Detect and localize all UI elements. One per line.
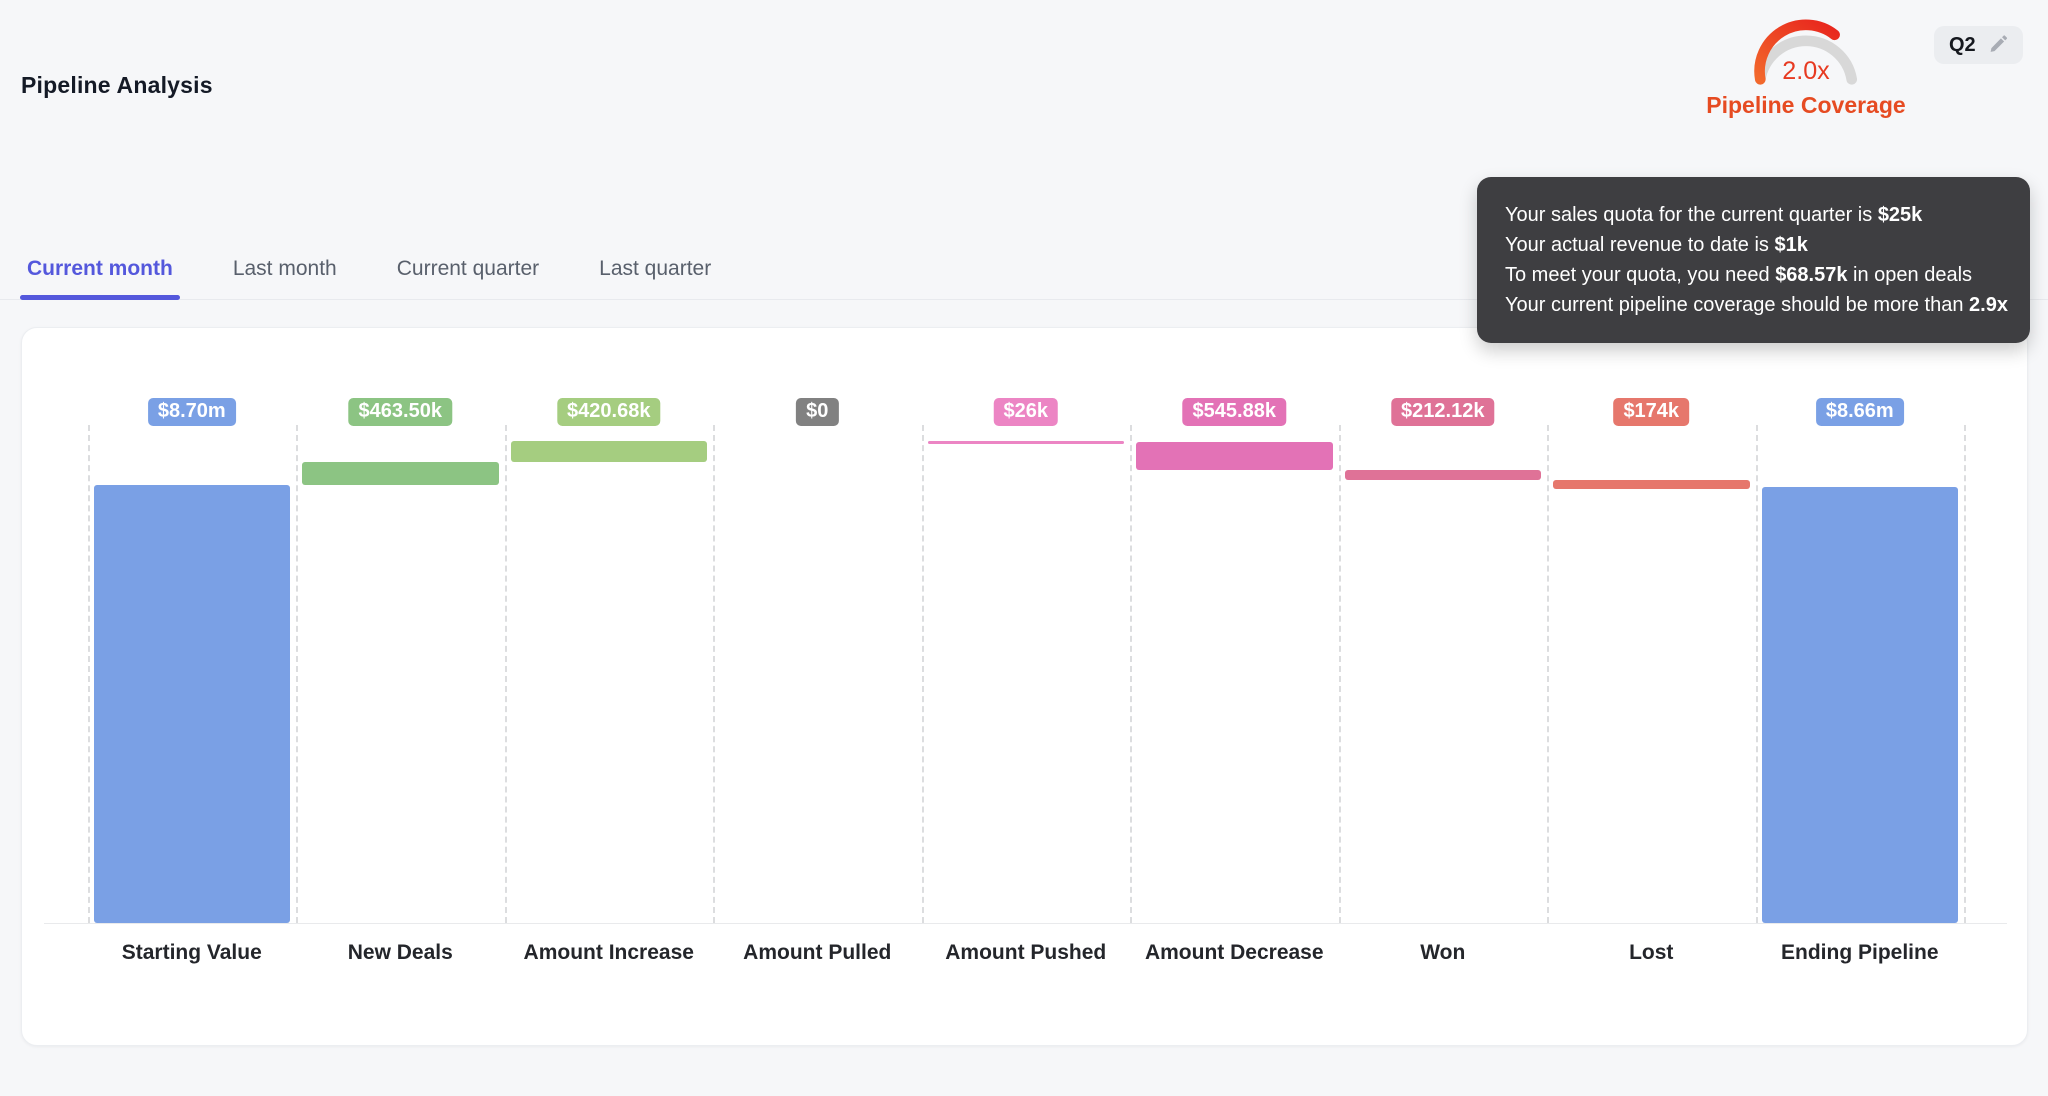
- waterfall-bar[interactable]: [927, 441, 1124, 444]
- column-separator: [1338, 425, 1341, 923]
- tooltip-line-open-deals: To meet your quota, you need $68.57k in …: [1505, 264, 1973, 286]
- column-separator: [504, 425, 507, 923]
- category-label: Amount Increase: [523, 941, 694, 964]
- waterfall-bar[interactable]: [302, 462, 499, 486]
- category-label: Amount Decrease: [1144, 941, 1324, 964]
- gauge-track: [1754, 35, 1858, 85]
- tooltip-line-quota: Your sales quota for the current quarter…: [1505, 204, 1923, 226]
- waterfall-bar[interactable]: [1761, 487, 1958, 923]
- category-label: Amount Pushed: [945, 941, 1107, 964]
- page-title: Pipeline Analysis: [21, 72, 213, 98]
- tab-current-quarter[interactable]: Current quarter: [396, 256, 540, 280]
- period-tabs: Current month Last month Current quarter…: [0, 238, 2048, 300]
- value-badge: $174k: [1613, 398, 1690, 426]
- waterfall-chart-card: $8.70m Starting Value $463.50k New Deals $42…: [21, 327, 2028, 1046]
- category-label: Amount Pulled: [743, 941, 892, 964]
- pipeline-coverage-gauge: 2.0x: [1726, 12, 1886, 95]
- value-badge: $8.70m: [147, 398, 236, 426]
- category-label: Ending Pipeline: [1780, 941, 1939, 964]
- value-badge: $420.68k: [557, 398, 661, 426]
- waterfall-bar[interactable]: [510, 441, 707, 463]
- waterfall-bar[interactable]: [1344, 469, 1541, 481]
- category-label: Won: [1420, 941, 1466, 964]
- column-separator: [296, 425, 298, 923]
- tooltip-line-revenue: Your actual revenue to date is $1k: [1505, 234, 1808, 256]
- column-separator: [87, 425, 90, 923]
- tab-last-quarter[interactable]: Last quarter: [599, 256, 712, 280]
- tooltip-line-coverage: Your current pipeline coverage should be…: [1505, 294, 2008, 316]
- pencil-icon[interactable]: [1987, 34, 2008, 56]
- column-separator: [1964, 425, 1966, 923]
- tab-current-month[interactable]: Current month: [20, 238, 180, 300]
- value-badge: $212.12k: [1391, 398, 1495, 426]
- column-separator: [713, 425, 715, 923]
- x-axis-baseline: [44, 923, 2007, 924]
- value-badge: $463.50k: [348, 398, 452, 426]
- period-value: Q2: [1949, 33, 1976, 56]
- category-label: Lost: [1629, 941, 1674, 964]
- gauge-fill: [1754, 19, 1840, 85]
- period-selector[interactable]: Q2: [1934, 26, 2023, 64]
- gauge-label: Pipeline Coverage: [1706, 92, 1906, 118]
- waterfall-bar[interactable]: [1136, 442, 1333, 470]
- value-badge: $0: [796, 398, 839, 426]
- value-badge: $8.66m: [1815, 398, 1904, 426]
- tab-last-month[interactable]: Last month: [232, 256, 337, 280]
- column-separator: [1755, 425, 1758, 923]
- value-badge: $26k: [993, 398, 1058, 426]
- waterfall-bar[interactable]: [93, 485, 290, 923]
- gauge-value: 2.0x: [1782, 57, 1830, 85]
- category-label: Starting Value: [121, 941, 262, 964]
- column-separator: [1547, 425, 1549, 923]
- waterfall-bar[interactable]: [1553, 480, 1750, 490]
- column-separator: [1130, 425, 1132, 923]
- value-badge: $545.88k: [1182, 398, 1286, 426]
- column-separator: [921, 425, 924, 923]
- quota-tooltip: Your sales quota for the current quarter…: [1477, 177, 2030, 343]
- category-label: New Deals: [347, 941, 453, 964]
- gauge-arc-icon: 2.0x: [1754, 19, 1858, 85]
